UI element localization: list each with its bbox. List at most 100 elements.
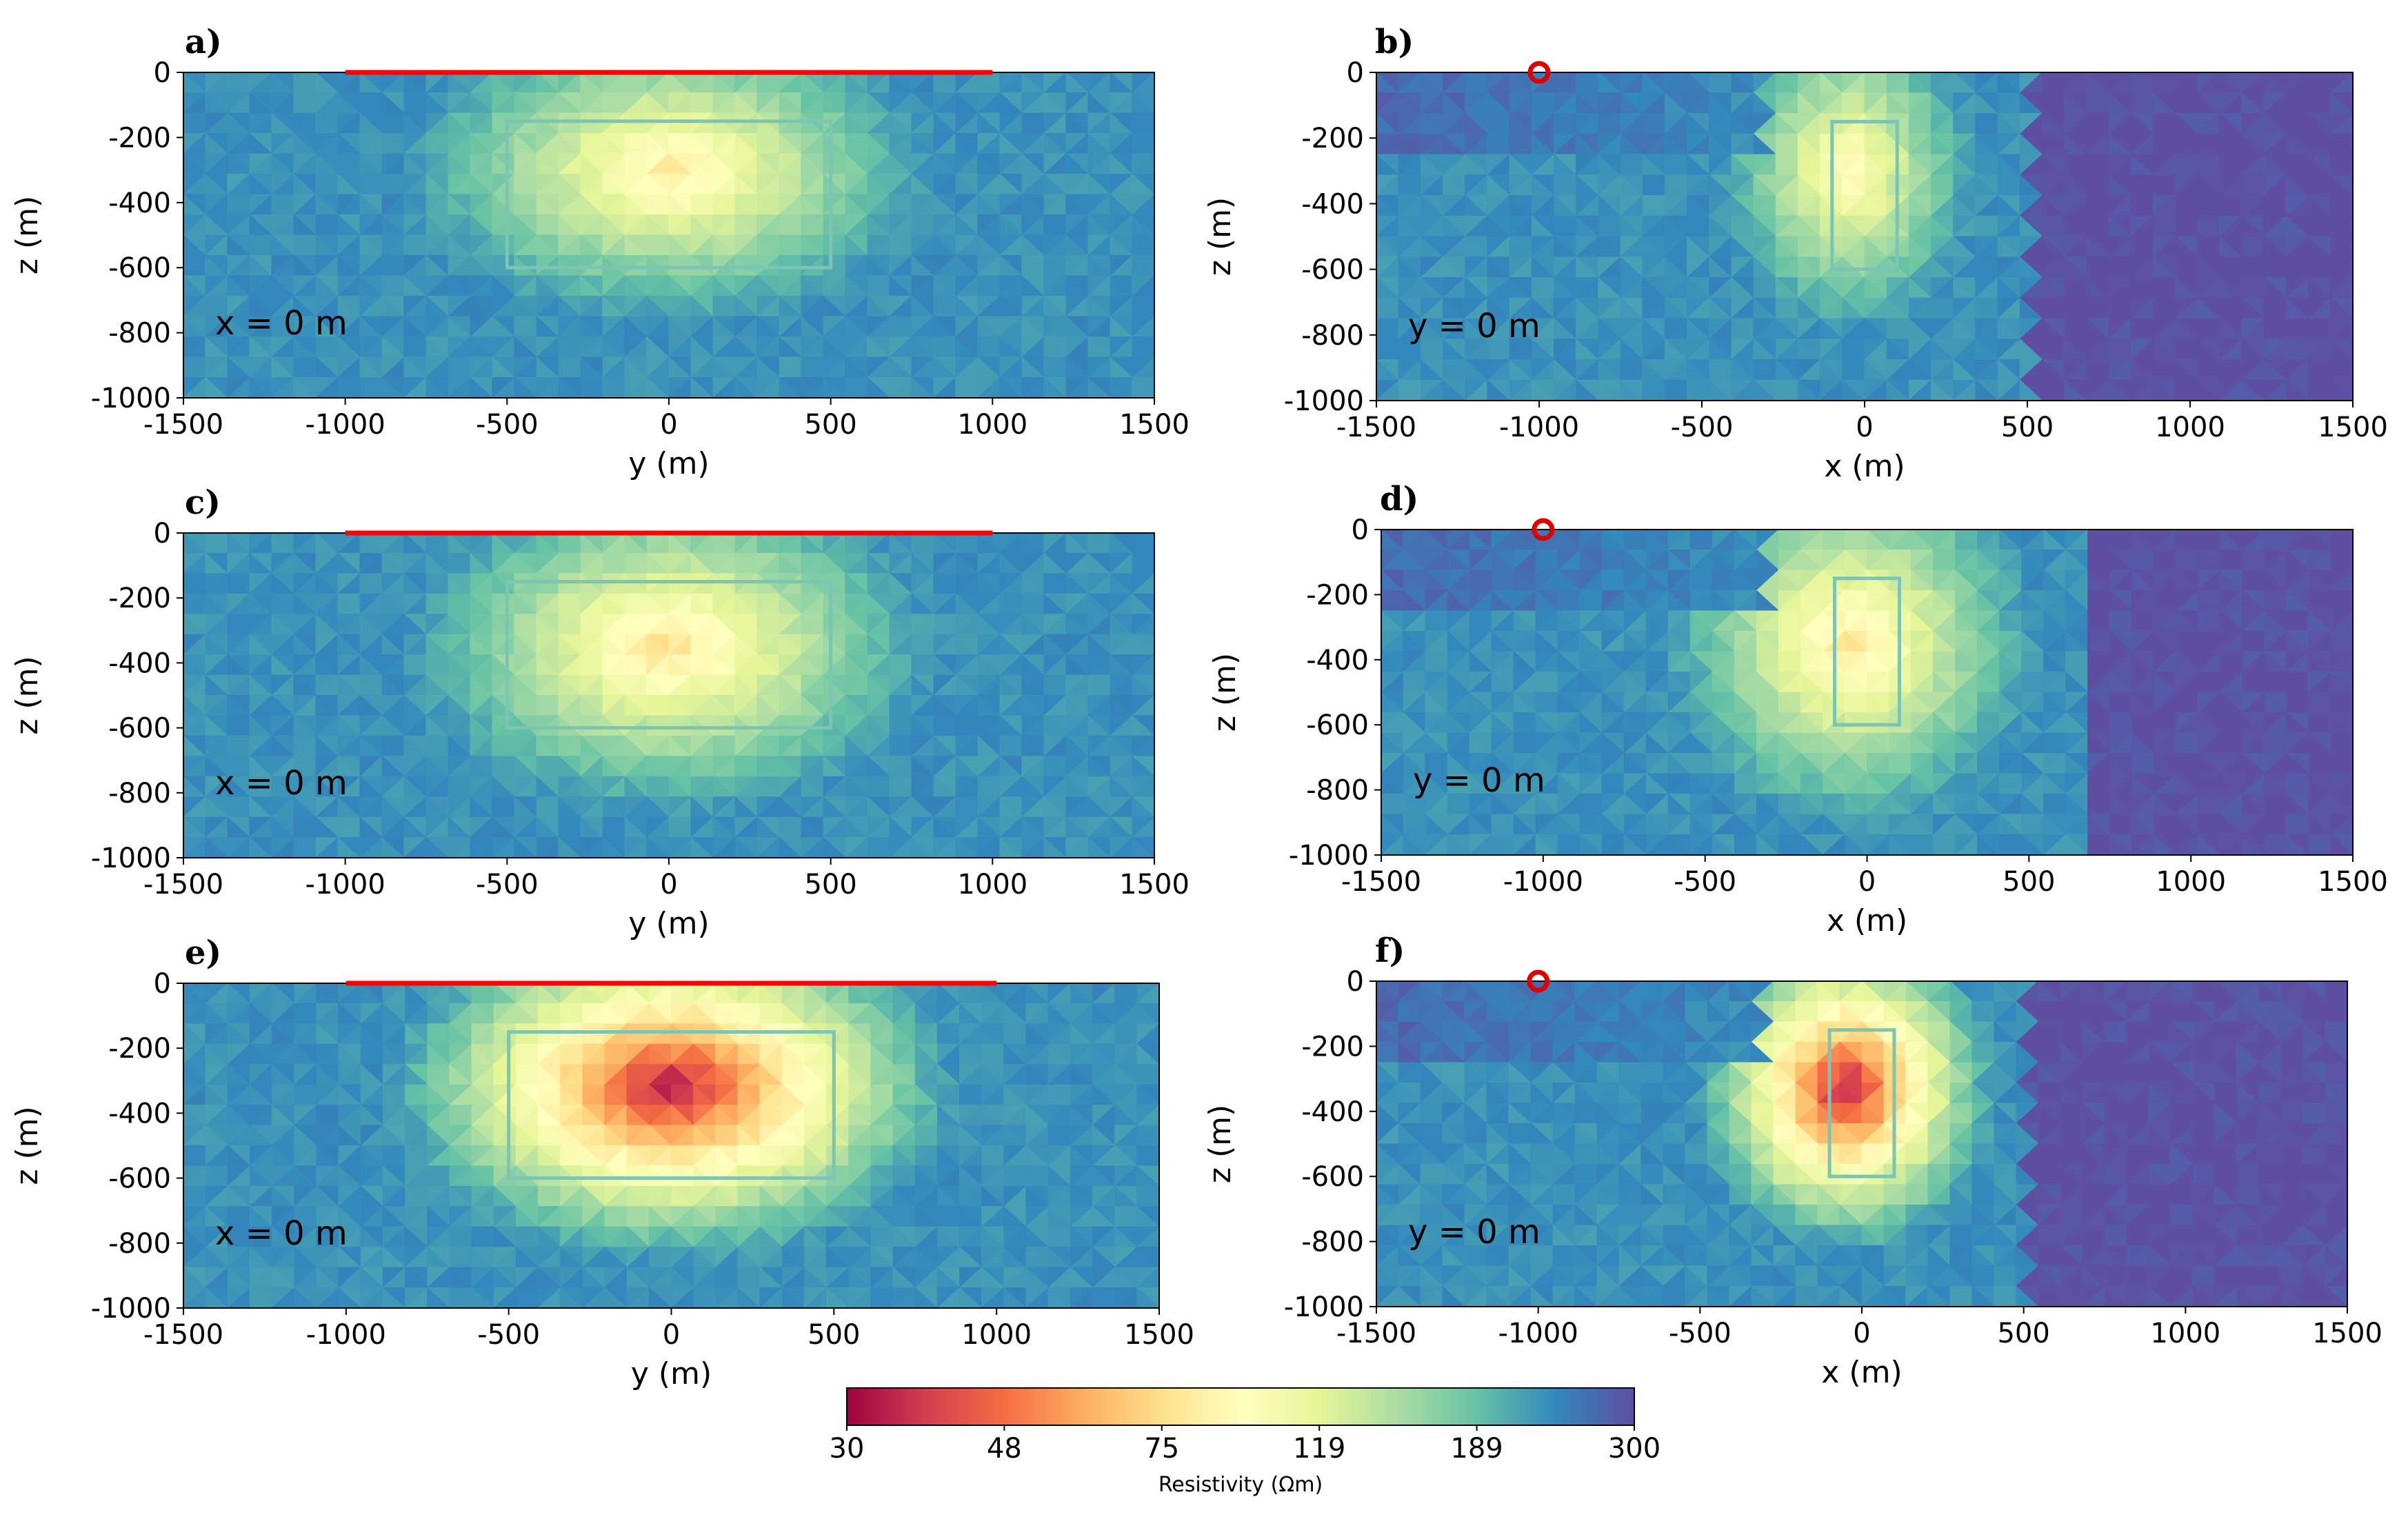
mesh-cell [514, 836, 537, 858]
x-tick-label: -1000 [305, 869, 385, 901]
mesh-cell [999, 376, 1023, 398]
x-tick-label: -1000 [305, 409, 385, 441]
mesh-cell [381, 376, 405, 398]
mesh-cell [2197, 379, 2220, 401]
y-tick-label: -600 [108, 713, 171, 745]
mesh-cell [911, 836, 934, 858]
section-annotation: x = 0 m [215, 304, 348, 343]
x-tick-label: 1000 [957, 869, 1027, 901]
y-tick-label: 0 [1347, 57, 1364, 89]
section-annotation: x = 0 m [215, 764, 348, 803]
mesh-cell [1886, 379, 1910, 401]
mesh-cell [1709, 379, 1732, 401]
mesh-cell [1576, 379, 1599, 401]
mesh-cell [867, 376, 890, 398]
x-tick-label: 1000 [2155, 412, 2225, 443]
target-outline [505, 119, 833, 270]
y-tick-label: -400 [108, 188, 171, 219]
x-tick-label: -1500 [1336, 412, 1416, 443]
mesh-cell [734, 376, 758, 398]
mesh-cell [1531, 379, 1555, 401]
target-outline [505, 580, 833, 730]
y-axis-title: z (m) [1203, 197, 1238, 276]
mesh-cell [955, 836, 979, 858]
resistivity-field [1381, 530, 2353, 855]
y-tick-label: -400 [108, 647, 171, 679]
mesh-cell [2108, 379, 2131, 401]
resistivity-field [183, 72, 1154, 398]
x-tick-label: -1000 [1499, 412, 1579, 443]
mesh-cell [602, 836, 625, 858]
panel-b: -1500 -1000 -500 0 500 1000 15000-200-400-600-… [1203, 23, 2388, 484]
mesh-cell [2241, 379, 2265, 401]
y-tick-label: 0 [154, 57, 171, 89]
mesh-cell [1443, 379, 1466, 401]
y-axis-title: z (m) [10, 196, 45, 274]
mesh-cell [823, 376, 846, 398]
x-tick-label: 500 [2001, 412, 2054, 443]
y-tick-label: -600 [1301, 254, 1364, 286]
mesh-cell [1579, 834, 1603, 855]
mesh-cell [425, 836, 449, 858]
mesh-cell [690, 376, 714, 398]
mesh-cell [734, 836, 758, 858]
mesh-cell [1667, 834, 1692, 855]
mesh-cell [1487, 379, 1510, 401]
mesh-cell [1491, 834, 1514, 855]
mesh-cell [249, 836, 272, 858]
mesh-cell [2286, 379, 2309, 401]
section-annotation: y = 0 m [1408, 307, 1541, 345]
x-tick-label: 500 [804, 409, 856, 441]
mesh-cell [999, 836, 1023, 858]
mesh-cell [2064, 379, 2087, 401]
mesh-cell [1664, 379, 1688, 401]
x-tick-label: 0 [1856, 412, 1873, 443]
mesh-cell [1087, 376, 1111, 398]
mesh-cell [2019, 379, 2043, 401]
x-tick-label: 1000 [957, 409, 1027, 441]
mesh-cell [911, 376, 934, 398]
mesh-cell [646, 376, 670, 398]
mesh-cell [1043, 376, 1067, 398]
mesh-cell [779, 836, 802, 858]
y-tick-label: -800 [108, 778, 171, 809]
mesh-cell [690, 836, 714, 858]
source-marker [1527, 61, 1551, 84]
mesh-cell [602, 376, 625, 398]
target-outline [1830, 119, 1899, 272]
mesh-cell [1043, 836, 1067, 858]
panel-label: a) [185, 23, 222, 61]
mesh-cell [249, 376, 272, 398]
x-tick-label: 1500 [1119, 409, 1190, 441]
y-tick-label: -800 [1301, 320, 1364, 352]
mesh-cell [1756, 834, 1780, 855]
y-axis-title: z (m) [10, 656, 45, 734]
y-tick-label: -1000 [1284, 385, 1364, 417]
mesh-cell [2152, 379, 2176, 401]
y-tick-label: -600 [108, 252, 171, 284]
y-tick-label: -200 [108, 583, 171, 614]
panel-d: -1500 -1000 -500 0 500 1000 15000-200-400-600-… [1207, 480, 2388, 938]
x-tick-label: -1500 [143, 869, 223, 901]
mesh-cell [1132, 376, 1154, 398]
mesh-cell [1931, 379, 1954, 401]
panel-label: c) [185, 483, 221, 522]
resistivity-field [1376, 72, 2353, 401]
x-tick-label: 1500 [2318, 412, 2388, 443]
x-tick-label: 500 [804, 869, 856, 901]
mesh-cell [1398, 379, 1422, 401]
mesh-cell [955, 376, 979, 398]
mesh-cell [1798, 379, 1821, 401]
mesh-cell [293, 836, 317, 858]
mesh-cell [1535, 834, 1558, 855]
mesh-cell [337, 376, 361, 398]
mesh-cell [779, 376, 802, 398]
mesh-cell [381, 836, 405, 858]
x-tick-label: 0 [660, 869, 677, 901]
mesh-cell [2330, 379, 2353, 401]
mesh-cell [470, 376, 493, 398]
x-tick-label: -500 [476, 869, 539, 901]
panel-label: b) [1375, 23, 1414, 61]
y-tick-label: -1000 [91, 843, 171, 874]
